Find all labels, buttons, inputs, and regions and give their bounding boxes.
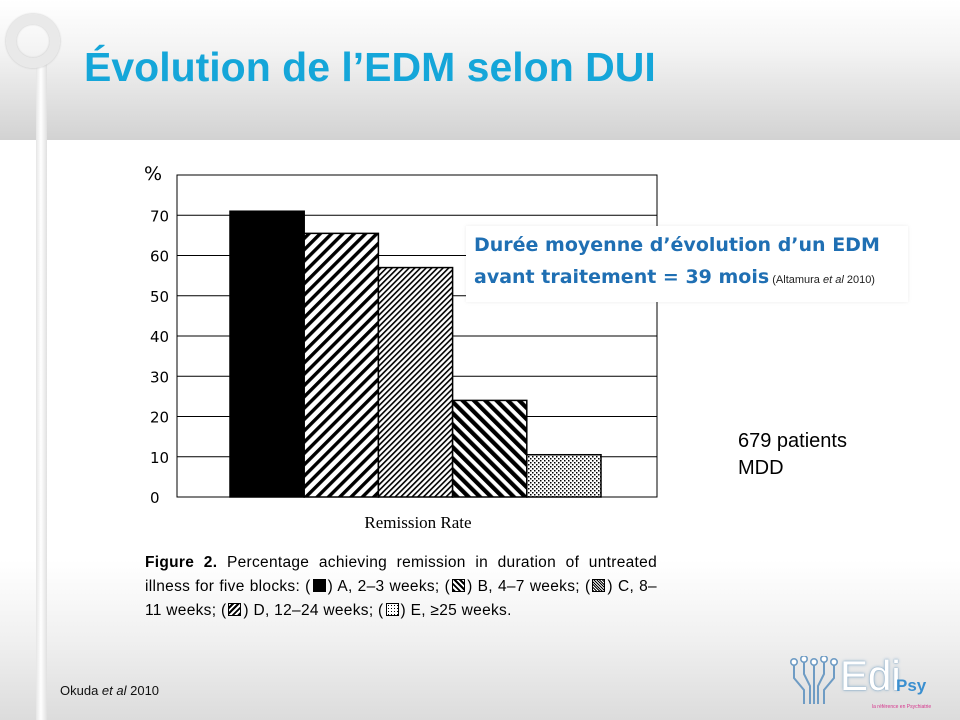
patients-count: 679 patients [738,430,847,452]
y-tick-label: 60 [150,248,169,266]
bar-a [229,210,305,498]
caption-text-5: ) D, 12–24 weeks; ( [243,602,384,619]
figure-caption: Figure 2. Percentage achieving remission… [145,551,657,623]
y-tick-label: 50 [150,288,169,306]
callout-line-2-text: avant traitement = 39 mois [474,266,770,288]
swatch-e-icon [385,603,399,616]
x-axis-label: Remission Rate [364,513,471,532]
edipsy-logo: Edi Psy la référence en Psychiatrie [788,652,938,716]
swatch-a-icon [312,579,326,592]
remission-bar-chart: 0 10 20 30 40 50 60 70 % Remission Rate [144,163,658,532]
header-band [0,0,960,140]
patients-diagnosis: MDD [738,457,784,479]
chart-bars [229,210,602,498]
y-tick-label: 70 [150,207,169,225]
callout-ref-suffix: 2010) [843,274,875,286]
source-citation: Okuda et al 2010 [60,683,159,698]
callout-ref-prefix: (Altamura [769,274,823,286]
caption-text-4: ) C, 8–11 weeks; ( [145,578,657,619]
caption-figure-label: Figure 2. [145,554,218,571]
logo-wordmark: Edi [840,652,901,699]
logo-tagline: la référence en Psychiatrie [872,704,932,710]
slide-title: Évolution de l’EDM selon DUI [84,44,656,90]
y-axis-label: % [144,163,162,185]
chart-y-ticks: 0 10 20 30 40 50 60 70 [150,207,169,507]
bar-b [303,232,380,498]
bar-e [526,453,602,498]
source-prefix: Okuda [60,683,102,698]
swatch-c-icon [592,579,606,592]
footer-band [0,560,960,720]
callout-line-2: avant traitement = 39 mois (Altamura et … [474,266,875,288]
circuit-icon [789,656,838,704]
caption-text-2: ) A, 2–3 weeks; ( [327,578,451,595]
callout-ref-italic: et al [822,274,844,286]
y-tick-label: 40 [150,328,169,346]
logo-suffix: Psy [896,676,927,695]
y-tick-label: 30 [150,368,169,386]
bar-c [377,266,454,498]
callout-line-1: Durée moyenne d’évolution d’un EDM [474,234,880,256]
caption-text-1: Percentage achieving remission in durati… [145,554,657,595]
y-tick-label: 0 [150,489,160,507]
y-tick-label: 10 [150,449,169,467]
caption-text-6: ) E, ≥25 weeks. [400,602,512,619]
decorative-ring-icon [6,14,60,68]
callout-reference: (Altamura et al 2010) [769,274,875,286]
source-suffix: 2010 [126,683,160,698]
dui-callout-box: Durée moyenne d’évolution d’un EDM avant… [466,226,908,302]
decorative-vertical-line [36,64,47,720]
swatch-b-icon [452,579,466,592]
y-tick-label: 20 [150,409,169,427]
source-italic: et al [101,683,127,698]
patients-note: 679 patients MDD [738,428,847,482]
bar-d [451,399,528,498]
caption-text-3: ) B, 4–7 weeks; ( [467,578,591,595]
swatch-d-icon [228,603,242,616]
